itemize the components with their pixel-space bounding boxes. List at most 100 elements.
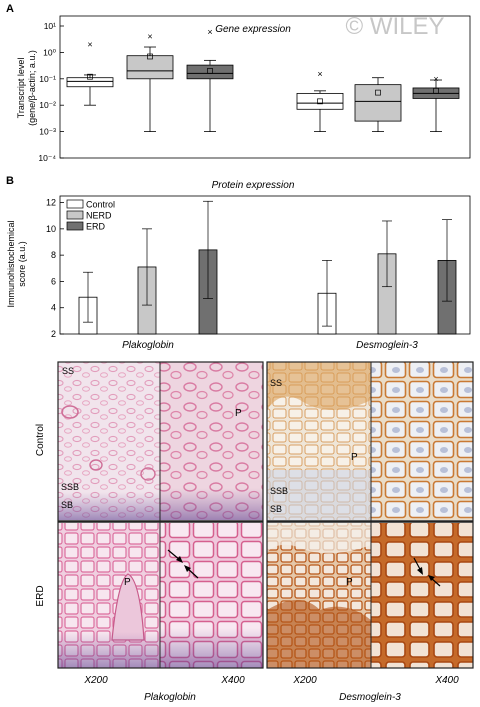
label-sb: SB: [61, 500, 73, 510]
panel-b: B Protein expression Immunohistochemical…: [6, 175, 471, 351]
y-tick-label: 10⁰: [43, 47, 56, 57]
label-ss: SS: [62, 366, 74, 376]
legend-label: ERD: [86, 222, 106, 232]
box-outlier: ×: [147, 32, 152, 42]
box-iqr: [66, 77, 114, 88]
arrow-icon: [167, 549, 183, 563]
box-outlier: ×: [207, 27, 212, 37]
label-p: P: [235, 408, 242, 419]
label-p: P: [124, 577, 131, 588]
box-iqr: [186, 64, 234, 80]
y-tick-label: 10: [46, 224, 56, 234]
box-iqr: [296, 92, 344, 110]
y-tick-label: 10⁻⁴: [38, 153, 56, 163]
box-outlier: ×: [87, 39, 92, 49]
panel-a-boxes: × × × × ×: [66, 27, 460, 133]
category-label: Desmoglein-3: [356, 340, 418, 351]
bar-control-desmoglein-3: [317, 260, 337, 335]
panel-a-ylabel-line2: (gene/β-actin; a.u.): [27, 50, 37, 126]
bar-nerd-plakoglobin: [137, 228, 157, 335]
legend-item-nerd: NERD: [66, 210, 112, 221]
panel-b-ylabel-line2: score (a.u.): [17, 241, 27, 287]
wiley-watermark: © WILEY: [345, 13, 444, 40]
panel-b-plot-frame: [59, 195, 471, 335]
box-control-plakoglobin: ×: [66, 39, 114, 106]
legend-swatch: [66, 199, 84, 209]
box-iqr: [126, 55, 174, 80]
legend-swatch: [66, 210, 84, 220]
label-ss: SS: [270, 378, 282, 388]
micrograph-group-desmoglein-3: Desmoglein-3: [339, 692, 401, 703]
row-label-control: Control: [35, 424, 46, 456]
micrograph-control-desmoglein-x400: [371, 362, 473, 520]
micrograph-erd-plakoglobin-x200: P: [58, 523, 160, 668]
box-mean: [433, 87, 439, 94]
box-outlier: ×: [433, 74, 438, 84]
bar-control-plakoglobin: [78, 271, 98, 335]
micrograph-group-plakoglobin: Plakoglobin: [144, 692, 196, 703]
panel-b-letter: B: [6, 175, 14, 187]
box-erd-desmoglein-3: ×: [412, 74, 460, 133]
micrograph-control-plakoglobin-x400: P: [160, 362, 263, 520]
legend-label: NERD: [86, 211, 112, 221]
micrograph-grid: Control ERD SS SSB SB P SS P SSB SB: [35, 361, 474, 703]
label-p: P: [346, 577, 353, 588]
panel-a-ylabel-line1: Transcript level: [16, 58, 26, 119]
panel-b-category-labels: Plakoglobin Desmoglein-3: [122, 340, 418, 351]
category-label: Plakoglobin: [122, 340, 174, 351]
arrow-icon: [428, 575, 441, 587]
panel-b-bars: [78, 200, 457, 335]
panel-b-title: Protein expression: [212, 180, 295, 191]
panel-a-y-axis: 10⁻⁴ 10⁻³ 10⁻² 10⁻¹ 10⁰ 10¹: [38, 21, 64, 163]
magnification-x400-right: X400: [434, 675, 459, 686]
micrograph-erd-desmoglein-x400: [371, 523, 473, 668]
magnification-x200-right: X200: [292, 675, 317, 686]
label-p: P: [351, 452, 358, 463]
bar-erd-desmoglein-3: [437, 219, 457, 335]
micrograph-erd-plakoglobin-x400: [160, 523, 263, 668]
box-nerd-plakoglobin: ×: [126, 32, 174, 133]
legend-swatch: [66, 221, 84, 231]
y-tick-label: 10⁻¹: [39, 74, 56, 84]
box-mean: [207, 68, 213, 74]
bar-erd-plakoglobin: [198, 200, 218, 335]
label-ssb: SSB: [61, 482, 79, 492]
legend-item-control: Control: [66, 199, 115, 210]
label-sb: SB: [270, 504, 282, 514]
magnification-x400-left: X400: [220, 675, 245, 686]
y-tick-label: 10⁻³: [39, 127, 56, 137]
panel-a-plot-frame: [59, 15, 471, 159]
box-iqr: [354, 84, 402, 122]
micrograph-control-desmoglein-x200: SS P SSB SB: [267, 362, 371, 520]
magnification-x200-left: X200: [83, 675, 108, 686]
panel-b-ylabel-line1: Immunohistochemical: [6, 220, 16, 307]
arrow-icon: [413, 557, 423, 575]
y-tick-label: 10¹: [44, 21, 56, 31]
panel-a: A Gene expression © WILEY Transcript lev…: [6, 3, 471, 163]
micrograph-right-block-border: [266, 361, 474, 669]
micrograph-erd-desmoglein-x200: P: [267, 523, 371, 668]
y-tick-label: 4: [51, 303, 56, 313]
y-tick-label: 8: [51, 250, 56, 260]
box-mean: [375, 89, 381, 96]
panel-a-title: Gene expression: [215, 24, 291, 35]
panel-b-y-axis: 2 4 6 8 10 12: [46, 198, 64, 339]
y-tick-label: 6: [51, 276, 56, 286]
box-nerd-desmoglein-3: [354, 77, 402, 133]
legend-item-erd: ERD: [66, 221, 106, 232]
box-mean: [87, 73, 93, 80]
box-control-desmoglein-3: ×: [296, 69, 344, 133]
label-ssb: SSB: [270, 486, 288, 496]
panel-a-letter: A: [6, 3, 14, 15]
box-mean: [317, 98, 323, 105]
box-erd-plakoglobin: ×: [186, 27, 234, 133]
y-tick-label: 10⁻²: [39, 100, 56, 110]
y-tick-label: 12: [46, 198, 56, 208]
row-label-erd: ERD: [35, 585, 46, 606]
box-mean: [147, 53, 153, 60]
arrow-icon: [184, 565, 199, 579]
y-tick-label: 2: [51, 329, 56, 339]
bar-nerd-desmoglein-3: [377, 220, 397, 335]
